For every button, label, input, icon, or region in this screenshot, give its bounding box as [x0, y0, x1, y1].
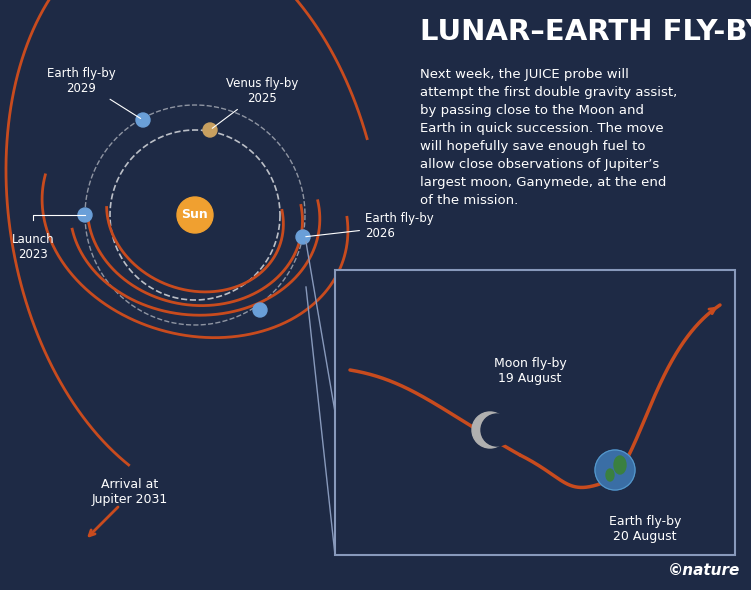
Text: Earth fly-by
20 August: Earth fly-by 20 August	[609, 515, 681, 543]
Circle shape	[481, 414, 513, 446]
Circle shape	[136, 113, 150, 127]
Text: largest moon, Ganymede, at the end: largest moon, Ganymede, at the end	[420, 176, 666, 189]
Text: Sun: Sun	[182, 208, 208, 221]
Text: Launch
2023: Launch 2023	[12, 233, 54, 261]
Text: Earth fly-by
2029: Earth fly-by 2029	[47, 67, 140, 119]
Circle shape	[595, 450, 635, 490]
Circle shape	[203, 123, 217, 137]
Text: ©nature: ©nature	[668, 563, 740, 578]
Text: Next week, the JUICE probe will: Next week, the JUICE probe will	[420, 68, 629, 81]
Text: attempt the first double gravity assist,: attempt the first double gravity assist,	[420, 86, 677, 99]
Text: allow close observations of Jupiter’s: allow close observations of Jupiter’s	[420, 158, 659, 171]
Circle shape	[253, 303, 267, 317]
Text: Venus fly-by
2025: Venus fly-by 2025	[213, 77, 298, 129]
Circle shape	[472, 412, 508, 448]
Text: Earth in quick succession. The move: Earth in quick succession. The move	[420, 122, 664, 135]
Text: will hopefully save enough fuel to: will hopefully save enough fuel to	[420, 140, 646, 153]
Ellipse shape	[606, 469, 614, 481]
Circle shape	[177, 197, 213, 233]
Text: LUNAR–EARTH FLY-BY: LUNAR–EARTH FLY-BY	[420, 18, 751, 46]
Circle shape	[78, 208, 92, 222]
Circle shape	[296, 230, 310, 244]
Text: by passing close to the Moon and: by passing close to the Moon and	[420, 104, 644, 117]
Text: of the mission.: of the mission.	[420, 194, 518, 207]
Text: Moon fly-by
19 August: Moon fly-by 19 August	[493, 357, 566, 385]
Text: Arrival at
Jupiter 2031: Arrival at Jupiter 2031	[92, 478, 168, 506]
FancyBboxPatch shape	[335, 270, 735, 555]
Ellipse shape	[614, 456, 626, 474]
Text: Earth fly-by
2026: Earth fly-by 2026	[306, 212, 434, 240]
